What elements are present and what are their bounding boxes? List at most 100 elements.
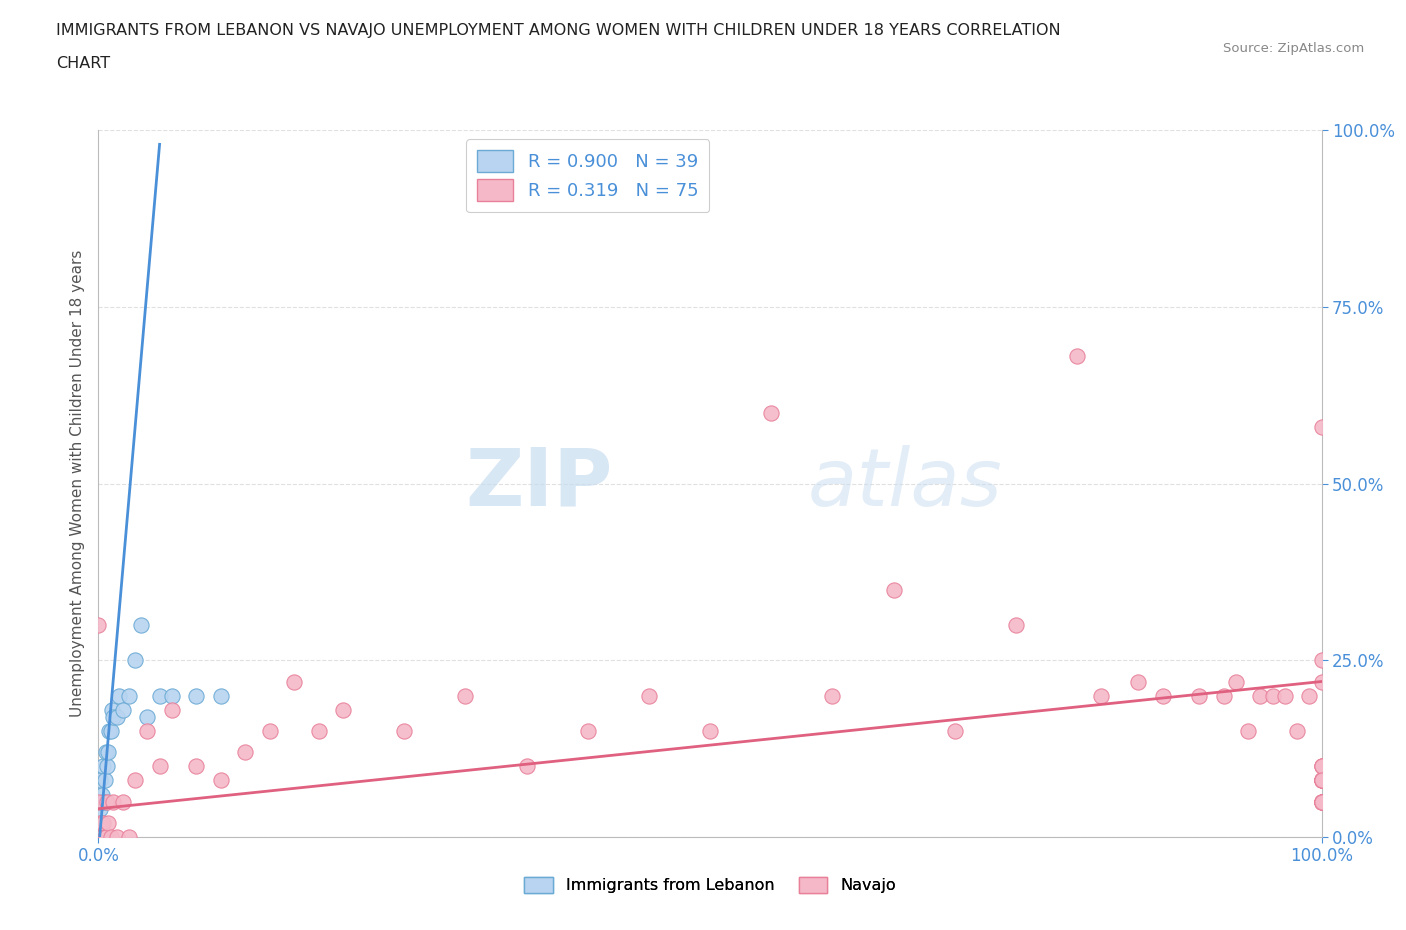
Point bbox=[1310, 759, 1333, 774]
Point bbox=[91, 816, 114, 830]
Point bbox=[1310, 794, 1333, 809]
Point bbox=[129, 618, 152, 632]
Point bbox=[761, 405, 783, 420]
Point bbox=[259, 724, 281, 738]
Point bbox=[91, 759, 114, 774]
Point bbox=[89, 830, 111, 844]
Point bbox=[87, 830, 110, 844]
Point bbox=[1310, 773, 1333, 788]
Point bbox=[87, 830, 110, 844]
Point bbox=[87, 830, 110, 844]
Text: IMMIGRANTS FROM LEBANON VS NAVAJO UNEMPLOYMENT AMONG WOMEN WITH CHILDREN UNDER 1: IMMIGRANTS FROM LEBANON VS NAVAJO UNEMPL… bbox=[56, 23, 1062, 38]
Point bbox=[124, 653, 146, 668]
Point bbox=[91, 830, 114, 844]
Point bbox=[90, 830, 112, 844]
Point bbox=[1090, 688, 1112, 703]
Point bbox=[1310, 419, 1333, 434]
Point bbox=[1212, 688, 1234, 703]
Point bbox=[105, 830, 128, 844]
Point bbox=[637, 688, 661, 703]
Point bbox=[87, 618, 110, 632]
Point bbox=[186, 688, 208, 703]
Point bbox=[1128, 674, 1150, 689]
Point bbox=[1310, 794, 1333, 809]
Y-axis label: Unemployment Among Women with Children Under 18 years: Unemployment Among Women with Children U… bbox=[69, 250, 84, 717]
Point bbox=[576, 724, 599, 738]
Point bbox=[1310, 759, 1333, 774]
Point bbox=[87, 794, 110, 809]
Point bbox=[699, 724, 721, 738]
Point bbox=[89, 816, 111, 830]
Point bbox=[1310, 794, 1333, 809]
Point bbox=[98, 724, 121, 738]
Point bbox=[97, 816, 120, 830]
Point bbox=[94, 794, 117, 809]
Point bbox=[1152, 688, 1174, 703]
Point bbox=[118, 688, 141, 703]
Point bbox=[392, 724, 416, 738]
Point bbox=[209, 688, 232, 703]
Point bbox=[90, 830, 112, 844]
Point bbox=[100, 830, 122, 844]
Point bbox=[1225, 674, 1247, 689]
Point bbox=[1237, 724, 1260, 738]
Point bbox=[1066, 349, 1088, 364]
Point bbox=[87, 794, 110, 809]
Point bbox=[160, 688, 183, 703]
Point bbox=[90, 794, 112, 809]
Point bbox=[1310, 773, 1333, 788]
Point bbox=[96, 794, 118, 809]
Point bbox=[1310, 773, 1333, 788]
Point bbox=[1310, 653, 1333, 668]
Point bbox=[93, 830, 115, 844]
Point bbox=[91, 816, 114, 830]
Point bbox=[124, 773, 146, 788]
Point bbox=[149, 688, 172, 703]
Point bbox=[111, 702, 134, 717]
Point bbox=[1310, 674, 1333, 689]
Point bbox=[943, 724, 966, 738]
Legend: Immigrants from Lebanon, Navajo: Immigrants from Lebanon, Navajo bbox=[517, 870, 903, 899]
Point bbox=[89, 830, 111, 844]
Point bbox=[91, 830, 114, 844]
Point bbox=[108, 688, 131, 703]
Point bbox=[105, 710, 128, 724]
Point bbox=[94, 830, 117, 844]
Point bbox=[87, 830, 110, 844]
Point bbox=[89, 773, 111, 788]
Point bbox=[515, 759, 537, 774]
Point bbox=[283, 674, 305, 689]
Point bbox=[1310, 773, 1333, 788]
Point bbox=[1286, 724, 1309, 738]
Point bbox=[101, 702, 124, 717]
Point bbox=[1261, 688, 1284, 703]
Point bbox=[100, 724, 122, 738]
Point bbox=[1310, 794, 1333, 809]
Point bbox=[89, 816, 111, 830]
Point bbox=[1249, 688, 1271, 703]
Point bbox=[101, 794, 124, 809]
Point bbox=[1310, 794, 1333, 809]
Point bbox=[332, 702, 354, 717]
Point bbox=[883, 582, 905, 597]
Point bbox=[1310, 773, 1333, 788]
Point bbox=[821, 688, 844, 703]
Point bbox=[233, 745, 256, 760]
Point bbox=[101, 710, 124, 724]
Point bbox=[94, 745, 117, 760]
Point bbox=[1310, 773, 1333, 788]
Point bbox=[1004, 618, 1026, 632]
Point bbox=[89, 830, 111, 844]
Point bbox=[186, 759, 208, 774]
Text: ZIP: ZIP bbox=[465, 445, 612, 523]
Point bbox=[91, 794, 114, 809]
Point bbox=[89, 802, 111, 817]
Point bbox=[90, 816, 112, 830]
Point bbox=[1274, 688, 1296, 703]
Point bbox=[91, 787, 114, 802]
Point bbox=[1310, 773, 1333, 788]
Point bbox=[308, 724, 330, 738]
Point bbox=[1310, 794, 1333, 809]
Point bbox=[136, 724, 159, 738]
Point bbox=[1310, 794, 1333, 809]
